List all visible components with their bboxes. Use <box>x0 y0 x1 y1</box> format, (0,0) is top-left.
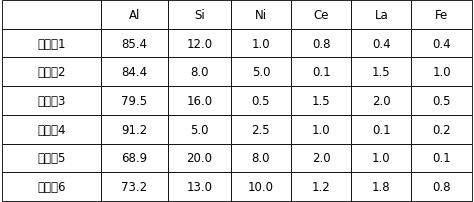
Text: 8.0: 8.0 <box>190 66 209 79</box>
Bar <box>291 1 351 29</box>
Text: 1.0: 1.0 <box>252 37 270 50</box>
Text: 1.0: 1.0 <box>312 123 330 136</box>
Text: Al: Al <box>128 9 140 22</box>
Bar <box>2 1 101 29</box>
Text: 1.0: 1.0 <box>432 66 451 79</box>
Text: 91.2: 91.2 <box>121 123 147 136</box>
Text: 20.0: 20.0 <box>186 152 212 165</box>
Bar <box>101 29 168 58</box>
Text: 10.0: 10.0 <box>248 180 274 193</box>
Bar <box>411 115 472 144</box>
Bar <box>2 29 101 58</box>
Bar <box>168 29 231 58</box>
Text: 12.0: 12.0 <box>186 37 212 50</box>
Bar <box>351 87 411 115</box>
Bar <box>101 115 168 144</box>
Text: 实施例3: 实施例3 <box>37 95 66 107</box>
Text: 1.0: 1.0 <box>372 152 391 165</box>
Bar <box>2 115 101 144</box>
Bar <box>351 144 411 173</box>
Bar <box>2 58 101 87</box>
Text: 实施例4: 实施例4 <box>37 123 66 136</box>
Bar <box>101 87 168 115</box>
Bar <box>351 115 411 144</box>
Text: 68.9: 68.9 <box>121 152 147 165</box>
Bar <box>351 173 411 201</box>
Bar <box>411 173 472 201</box>
Bar <box>168 1 231 29</box>
Text: 0.8: 0.8 <box>312 37 330 50</box>
Bar <box>351 29 411 58</box>
Text: La: La <box>374 9 388 22</box>
Bar <box>231 1 291 29</box>
Text: 5.0: 5.0 <box>190 123 209 136</box>
Bar <box>231 29 291 58</box>
Bar <box>2 87 101 115</box>
Bar <box>231 115 291 144</box>
Bar <box>411 144 472 173</box>
Text: 2.0: 2.0 <box>312 152 330 165</box>
Text: 1.8: 1.8 <box>372 180 391 193</box>
Bar <box>168 58 231 87</box>
Bar <box>291 58 351 87</box>
Bar <box>168 115 231 144</box>
Text: 73.2: 73.2 <box>121 180 147 193</box>
Bar <box>168 173 231 201</box>
Text: 1.5: 1.5 <box>312 95 330 107</box>
Text: 实施例1: 实施例1 <box>37 37 66 50</box>
Text: 79.5: 79.5 <box>121 95 147 107</box>
Bar <box>291 115 351 144</box>
Text: 2.0: 2.0 <box>372 95 391 107</box>
Text: 2.5: 2.5 <box>252 123 270 136</box>
Bar <box>168 87 231 115</box>
Text: 85.4: 85.4 <box>121 37 147 50</box>
Bar <box>411 1 472 29</box>
Bar <box>291 173 351 201</box>
Text: 0.5: 0.5 <box>252 95 270 107</box>
Bar <box>101 144 168 173</box>
Bar <box>2 144 101 173</box>
Text: 0.1: 0.1 <box>372 123 391 136</box>
Text: 实施例5: 实施例5 <box>37 152 66 165</box>
Bar <box>101 173 168 201</box>
Bar <box>291 87 351 115</box>
Text: 0.4: 0.4 <box>372 37 391 50</box>
Text: 13.0: 13.0 <box>186 180 212 193</box>
Text: 实施例2: 实施例2 <box>37 66 66 79</box>
Text: Si: Si <box>194 9 205 22</box>
Bar <box>168 144 231 173</box>
Text: Ce: Ce <box>313 9 329 22</box>
Text: Ni: Ni <box>255 9 267 22</box>
Bar <box>101 1 168 29</box>
Text: 1.2: 1.2 <box>312 180 330 193</box>
Bar <box>411 87 472 115</box>
Bar <box>231 58 291 87</box>
Bar <box>411 29 472 58</box>
Text: 0.1: 0.1 <box>432 152 451 165</box>
Bar <box>411 58 472 87</box>
Bar <box>101 58 168 87</box>
Bar <box>291 29 351 58</box>
Text: 0.1: 0.1 <box>312 66 330 79</box>
Text: 0.2: 0.2 <box>432 123 451 136</box>
Text: 0.8: 0.8 <box>432 180 451 193</box>
Text: 16.0: 16.0 <box>186 95 212 107</box>
Text: 8.0: 8.0 <box>252 152 270 165</box>
Bar <box>231 173 291 201</box>
Text: 0.4: 0.4 <box>432 37 451 50</box>
Text: 实施例6: 实施例6 <box>37 180 66 193</box>
Bar <box>351 58 411 87</box>
Text: 84.4: 84.4 <box>121 66 147 79</box>
Bar <box>231 144 291 173</box>
Text: 5.0: 5.0 <box>252 66 270 79</box>
Text: Fe: Fe <box>435 9 448 22</box>
Bar <box>231 87 291 115</box>
Bar <box>351 1 411 29</box>
Bar <box>2 173 101 201</box>
Text: 1.5: 1.5 <box>372 66 391 79</box>
Bar <box>291 144 351 173</box>
Text: 0.5: 0.5 <box>432 95 451 107</box>
